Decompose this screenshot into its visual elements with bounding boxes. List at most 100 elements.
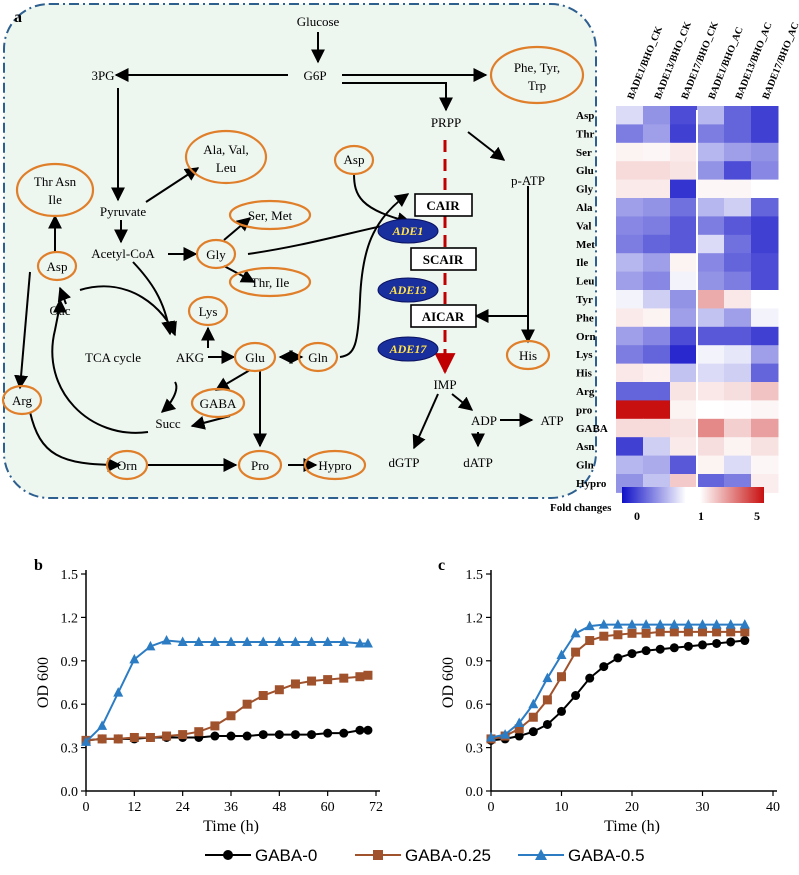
- heatmap-cell: [616, 234, 644, 254]
- heatmap-row-label: His: [576, 368, 593, 380]
- legend-marker: [373, 850, 383, 860]
- node-imp: IMP: [433, 377, 456, 392]
- heatmap-cell: [724, 161, 752, 181]
- heatmap-cell: [751, 234, 779, 254]
- node-pyruvate: Pyruvate: [100, 204, 146, 219]
- heatmap-cell: [616, 418, 644, 438]
- data-point: [338, 636, 349, 646]
- heatmap-cell: [616, 253, 644, 273]
- heatmap-row-label: Met: [576, 239, 595, 251]
- heatmap-cell: [724, 437, 752, 457]
- growth-chart-c: 0.0 0.3 0.6 0.9 1.2 1.5 0 10 20 30 40 Time (h) OD 60…: [440, 568, 780, 835]
- heatmap-cell: [616, 400, 644, 420]
- data-point: [641, 646, 651, 656]
- node-cair: CAIR: [426, 198, 460, 213]
- data-point: [355, 725, 365, 735]
- metabolite-circles: [1, 45, 585, 481]
- heatmap-cell: [670, 198, 698, 217]
- data-point: [627, 619, 637, 629]
- heatmap-cell: [616, 179, 644, 199]
- data-point: [598, 619, 609, 629]
- panel-b-label: b: [34, 557, 43, 574]
- node-orn: Orn: [117, 458, 138, 473]
- data-point: [274, 685, 284, 695]
- data-point: [669, 643, 679, 653]
- legend-label: GABA-0.5: [568, 846, 645, 865]
- heatmap-cell: [697, 216, 725, 236]
- heatmap-cell: [697, 326, 725, 346]
- x-tick-label: 48: [272, 800, 286, 815]
- y-tick-label: 0.6: [61, 698, 79, 713]
- y-tick-label: 0.9: [61, 655, 79, 670]
- heatmap-cell: [724, 142, 752, 162]
- data-point: [739, 619, 750, 629]
- heatmap-row-label: Leu: [576, 276, 594, 288]
- data-point: [557, 672, 566, 682]
- heatmap-cell: [643, 124, 671, 144]
- data-point: [683, 641, 693, 651]
- data-point: [162, 731, 172, 741]
- heatmap-row-label: Tyr: [576, 294, 593, 306]
- node-datp: dATP: [463, 455, 493, 470]
- data-point: [307, 730, 317, 740]
- node-ala-val-leu-2: Leu: [216, 160, 237, 175]
- node-atp: ATP: [540, 413, 563, 428]
- heatmap-cell: [670, 363, 698, 383]
- data-point: [571, 691, 581, 701]
- heatmap-cell: [751, 216, 779, 236]
- legend-label: GABA-0: [255, 846, 317, 865]
- data-point: [258, 730, 268, 740]
- y-tick-label: 0.9: [466, 655, 484, 670]
- heatmap-cell: [616, 455, 644, 475]
- y-axis-label: OD 600: [440, 657, 457, 708]
- node-asp-top: Asp: [344, 152, 365, 167]
- data-point: [129, 732, 139, 742]
- heatmap-row-label: Phe: [576, 312, 594, 324]
- series-line: [490, 630, 745, 740]
- node-3pg: 3PG: [91, 68, 114, 83]
- heatmap-cell: [670, 308, 698, 328]
- heatmap-cell: [724, 418, 752, 438]
- x-tick-label: 40: [766, 800, 780, 815]
- heatmap-cell: [616, 308, 644, 328]
- data-point: [290, 679, 300, 689]
- y-tick-label: 1.2: [61, 611, 79, 626]
- y-tick-label: 0.0: [61, 785, 79, 800]
- heatmap-cell: [643, 198, 671, 217]
- heatmap-cell: [697, 198, 725, 217]
- heatmap-cell: [751, 437, 779, 457]
- heatmap-cell: [724, 106, 752, 125]
- data-point: [226, 636, 236, 646]
- data-point: [599, 631, 609, 641]
- heatmap-cell: [670, 400, 698, 420]
- heatmap-cell: [697, 437, 725, 457]
- heatmap-row-label: GABA: [576, 423, 608, 435]
- heatmap-cell: [670, 124, 698, 144]
- heatmap-cell: [643, 418, 671, 438]
- node-asp-left: Asp: [47, 259, 68, 274]
- data-point: [290, 730, 300, 740]
- heatmap-cell: [697, 418, 725, 438]
- node-glu: Glu: [245, 350, 265, 365]
- data-point: [178, 730, 188, 740]
- x-tick-label: 30: [696, 800, 710, 815]
- node-scair: SCAIR: [423, 252, 464, 267]
- x-axis-label: Time (h): [203, 818, 259, 835]
- data-point: [641, 619, 652, 629]
- heatmap-cell: [616, 382, 644, 401]
- data-point: [242, 731, 252, 741]
- heatmap-cell: [643, 363, 671, 383]
- heatmap-cell: [616, 216, 644, 236]
- data-point: [726, 637, 736, 647]
- data-point: [669, 627, 679, 637]
- heatmap-cell: [670, 345, 698, 365]
- heatmap-cell: [643, 234, 671, 254]
- data-point: [655, 619, 666, 629]
- node-aicar: AICAR: [422, 309, 465, 324]
- x-tick-label: 24: [176, 800, 190, 815]
- heatmap-cell: [751, 326, 779, 346]
- data-point: [556, 649, 567, 660]
- heatmap-cell: [616, 124, 644, 144]
- heatmap-cell: [751, 142, 779, 162]
- data-point: [528, 727, 538, 737]
